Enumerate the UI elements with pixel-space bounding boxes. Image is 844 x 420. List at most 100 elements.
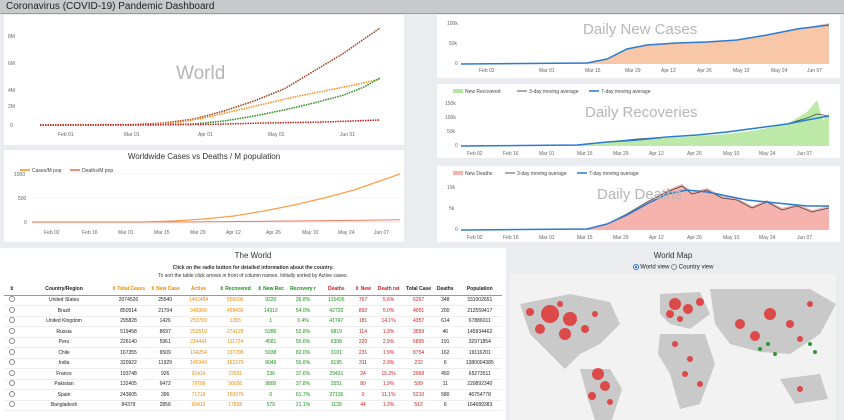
country-radio[interactable] bbox=[8, 390, 15, 397]
country-radio[interactable] bbox=[8, 369, 15, 376]
col-new-cases[interactable]: ⇕ New Case bbox=[148, 283, 182, 296]
map-marker[interactable] bbox=[559, 328, 571, 340]
map-marker[interactable] bbox=[581, 325, 589, 333]
dn-xtick: Apr 26 bbox=[697, 68, 712, 74]
map-marker[interactable] bbox=[535, 324, 545, 334]
col-total-cases[interactable]: ⇕ Total Cases bbox=[108, 283, 149, 296]
country-radio[interactable] bbox=[8, 401, 15, 408]
table-row[interactable]: Bangladesh 84379 2856 65412 17828 579 21.1% 113… bbox=[4, 400, 502, 411]
col-country[interactable]: Country/Region bbox=[19, 283, 109, 296]
map-marker[interactable] bbox=[807, 301, 813, 307]
map-marker-recovered[interactable] bbox=[766, 342, 770, 346]
map-marker[interactable] bbox=[600, 381, 610, 391]
dn-ytick: 0 bbox=[455, 61, 458, 67]
country-radio[interactable] bbox=[8, 317, 15, 324]
row-select[interactable] bbox=[4, 400, 20, 411]
world-map-canvas[interactable] bbox=[510, 274, 836, 420]
world-view-radio[interactable] bbox=[632, 264, 639, 270]
col-select[interactable]: ⇕ bbox=[4, 283, 20, 296]
map-marker[interactable] bbox=[683, 304, 693, 314]
col-population[interactable]: Population bbox=[457, 283, 502, 296]
row-select[interactable] bbox=[4, 305, 20, 317]
table-cell: 200 bbox=[433, 305, 458, 317]
col-new-recovered[interactable]: ⇕ New Rec bbox=[255, 283, 287, 296]
map-marker[interactable] bbox=[526, 308, 534, 316]
world-ytick: 8M bbox=[8, 34, 15, 40]
map-marker[interactable] bbox=[541, 305, 559, 323]
map-marker[interactable] bbox=[797, 386, 803, 392]
dn-xtick: May 10 bbox=[733, 68, 750, 74]
map-marker[interactable] bbox=[592, 368, 604, 380]
map-marker-recovered[interactable] bbox=[773, 352, 777, 356]
table-cell: 3559 bbox=[404, 326, 434, 338]
map-marker[interactable] bbox=[786, 320, 794, 328]
country-radio[interactable] bbox=[8, 296, 15, 303]
table-cell: 181 bbox=[353, 316, 374, 327]
col-recovery-rate[interactable]: Recovery r bbox=[286, 283, 320, 296]
table-row[interactable]: United Kingdom 295828 1426 253799 1283 1 0.4% 4… bbox=[4, 316, 502, 327]
table-row[interactable]: Peru 226140 5961 214441 111724 4581 50.6% 6308 2… bbox=[4, 337, 502, 348]
row-select[interactable] bbox=[4, 347, 20, 359]
map-marker[interactable] bbox=[672, 341, 678, 347]
country-view-radio[interactable] bbox=[671, 264, 678, 270]
country-radio[interactable] bbox=[8, 348, 15, 355]
world-view-label[interactable]: World view bbox=[640, 264, 670, 271]
row-select[interactable] bbox=[4, 358, 20, 369]
map-marker[interactable] bbox=[588, 392, 596, 400]
map-marker[interactable] bbox=[697, 381, 703, 387]
row-select[interactable] bbox=[4, 295, 20, 306]
table-cell: 5.0% bbox=[373, 305, 405, 317]
col-deaths-per-m[interactable]: Deaths bbox=[433, 283, 458, 296]
table-row[interactable]: United States 2074526 25540 1402484 556606 92… bbox=[4, 295, 502, 306]
row-select[interactable] bbox=[4, 368, 20, 380]
table-row[interactable]: France 193748 926 91414 72691 236 37.6% 29431 24… bbox=[4, 368, 502, 380]
country-radio[interactable] bbox=[8, 359, 15, 366]
table-row[interactable]: Spain 243605 396 71716 150376 0 61.7% 27136 0 11.… bbox=[4, 389, 502, 401]
col-deaths[interactable]: Deaths bbox=[319, 283, 354, 296]
country-view-label[interactable]: Country view bbox=[678, 264, 714, 271]
map-marker[interactable] bbox=[682, 371, 688, 377]
map-marker[interactable] bbox=[687, 356, 693, 362]
col-death-rate[interactable]: Death rat bbox=[373, 283, 405, 296]
row-select[interactable] bbox=[4, 379, 20, 390]
map-marker[interactable] bbox=[666, 310, 674, 318]
row-select[interactable] bbox=[4, 326, 20, 338]
map-marker[interactable] bbox=[592, 311, 598, 317]
row-select[interactable] bbox=[4, 316, 20, 327]
col-cases-per-m[interactable]: Total Case bbox=[404, 283, 434, 296]
col-new-deaths[interactable]: ⇕ New bbox=[353, 283, 374, 296]
country-radio[interactable] bbox=[8, 338, 15, 345]
world-map[interactable] bbox=[510, 274, 836, 420]
col-active[interactable]: Active bbox=[181, 283, 216, 296]
table-cell: 6308 bbox=[319, 337, 354, 348]
col-recovered[interactable]: ⇕ Recovered bbox=[215, 283, 256, 296]
table-row[interactable]: Chile 167355 6509 164254 137296 5938 82.0% 3101… bbox=[4, 347, 502, 359]
map-marker-recovered[interactable] bbox=[758, 347, 762, 351]
row-select[interactable] bbox=[4, 337, 20, 348]
row-select[interactable] bbox=[4, 389, 20, 401]
table-row[interactable]: India 320922 11929 145343 162379 8049 50.6% 919… bbox=[4, 358, 502, 369]
table-row[interactable]: Pakistan 132405 6472 79796 50056 9800 37.8% 255… bbox=[4, 379, 502, 390]
map-marker[interactable] bbox=[735, 319, 745, 329]
country-radio[interactable] bbox=[8, 306, 15, 313]
table-row[interactable]: Russia 519458 8697 253519 274128 5286 52.8% 681… bbox=[4, 326, 502, 338]
map-marker[interactable] bbox=[764, 308, 776, 320]
table-cell: 926 bbox=[148, 368, 182, 380]
map-marker[interactable] bbox=[797, 336, 803, 342]
country-radio[interactable] bbox=[8, 327, 15, 334]
map-marker[interactable] bbox=[750, 331, 760, 341]
table-cell: 6 bbox=[433, 358, 458, 369]
table-row[interactable]: Brazil 850514 21704 346366 459436 14313 54.0% 4… bbox=[4, 305, 502, 317]
map-marker[interactable] bbox=[696, 298, 704, 306]
map-marker[interactable] bbox=[563, 312, 577, 326]
map-marker[interactable] bbox=[557, 301, 563, 307]
cell-country: India bbox=[19, 358, 109, 369]
map-marker[interactable] bbox=[607, 399, 613, 405]
map-marker[interactable] bbox=[677, 316, 683, 322]
cd-xtick: Mar 15 bbox=[154, 230, 170, 236]
country-radio[interactable] bbox=[8, 380, 15, 387]
map-marker[interactable] bbox=[669, 298, 681, 310]
map-marker-recovered[interactable] bbox=[808, 342, 812, 346]
dn-xtick: Jun 07 bbox=[807, 68, 822, 74]
map-marker-recovered[interactable] bbox=[813, 350, 817, 354]
